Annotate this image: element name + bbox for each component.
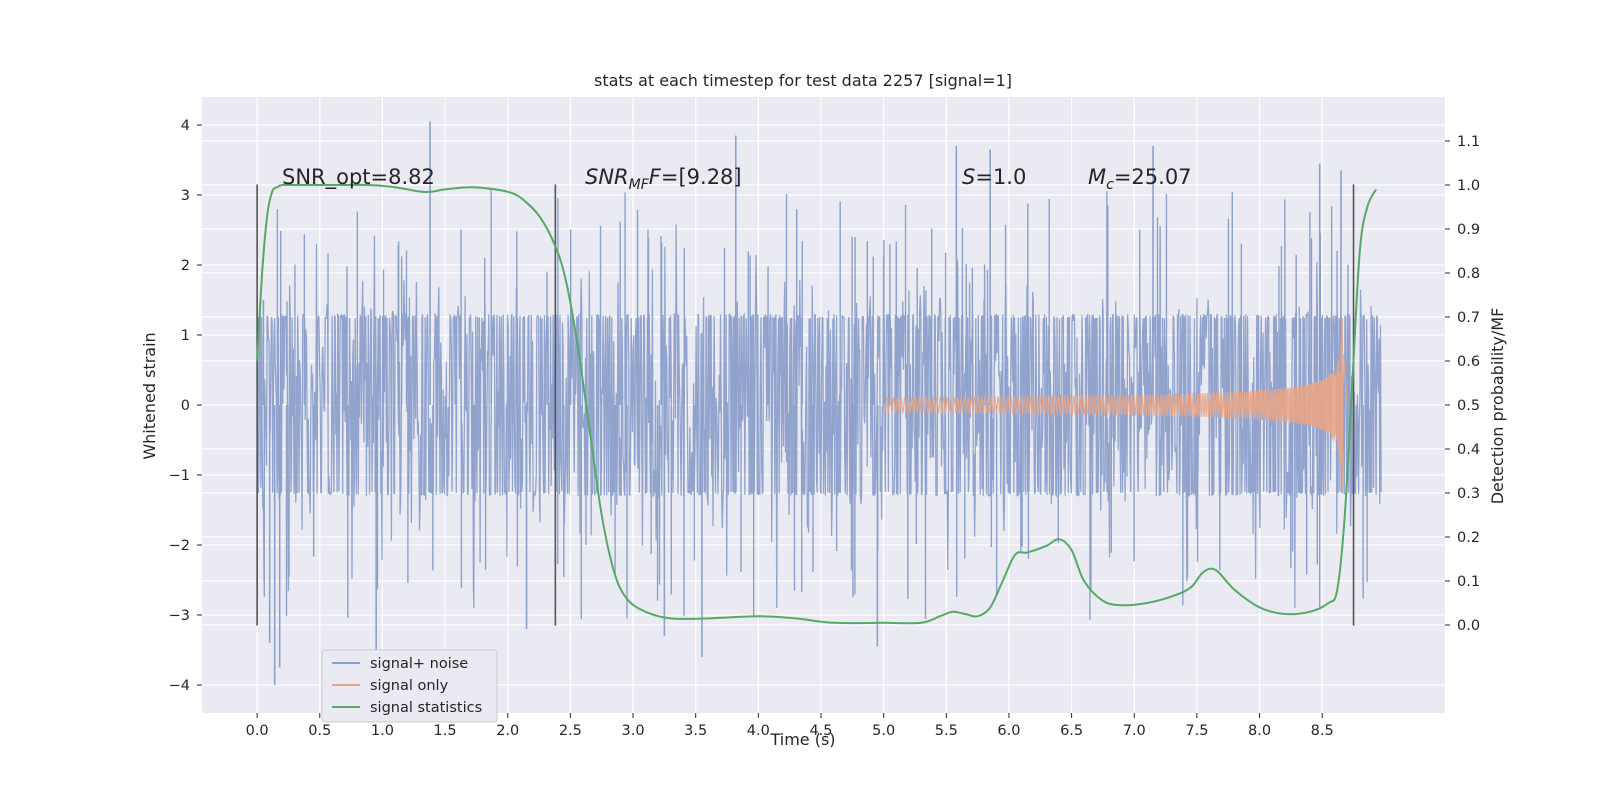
annotation-mc-value: =25.07 xyxy=(1114,165,1192,189)
annotation-mc: Mc=25.07 xyxy=(1088,165,1192,193)
signal-statistics-line xyxy=(256,183,1377,625)
y-axis-left-label: Whitened strain xyxy=(140,332,159,459)
y-left-tick-label: −2 xyxy=(169,538,190,554)
x-tick-label: 3.5 xyxy=(684,723,707,739)
y-left-tick-label: 1 xyxy=(181,328,190,344)
x-tick-label: 1.0 xyxy=(371,723,394,739)
x-tick-label: 4.5 xyxy=(809,723,832,739)
x-tick-label: 7.0 xyxy=(1123,723,1146,739)
y-left-tick-label: 3 xyxy=(181,188,190,204)
chart-title: stats at each timestep for test data 225… xyxy=(594,71,1012,90)
x-tick-label: 5.5 xyxy=(935,723,958,739)
annotation-snr-mf: SNRMFF=[9.28] xyxy=(585,165,742,193)
legend-label-signal-statistics: signal statistics xyxy=(370,700,482,716)
annotation-mc-main: M xyxy=(1088,165,1106,189)
y-left-tick-label: 2 xyxy=(181,258,190,274)
annotation-mc-sub: c xyxy=(1106,177,1114,193)
signal-only-series xyxy=(883,318,1348,488)
y-right-tick-label: 0.0 xyxy=(1457,618,1480,634)
annotation-snr-mf-value: =[9.28] xyxy=(661,165,742,189)
vertical-markers xyxy=(256,184,1355,626)
x-tick-label: 8.0 xyxy=(1248,723,1271,739)
annotation-s: S=1.0 xyxy=(962,165,1026,189)
x-tick-label: 6.5 xyxy=(1060,723,1083,739)
y-right-tick-label: 0.5 xyxy=(1457,398,1480,414)
y-left-tick-label: −4 xyxy=(169,678,190,694)
y-right-tick-label: 1.1 xyxy=(1457,134,1480,150)
y-left-tick-label: 0 xyxy=(181,398,190,414)
signal-only-trace xyxy=(883,318,1348,488)
x-tick-label: 6.0 xyxy=(997,723,1020,739)
annotation-snr-mf-f: F xyxy=(649,165,662,189)
x-tick-label: 8.5 xyxy=(1311,723,1334,739)
y-right-tick-label: 0.3 xyxy=(1457,486,1480,502)
x-tick-label: 4.0 xyxy=(747,723,770,739)
legend-label-signal-only: signal only xyxy=(370,678,449,694)
annotation-snr-mf-sub: MF xyxy=(629,177,650,193)
x-tick-label: 5.0 xyxy=(872,723,895,739)
x-axis-label: Time (s) xyxy=(769,730,835,749)
y-right-tick-label: 0.4 xyxy=(1457,442,1480,458)
signal-statistics-series xyxy=(256,183,1377,625)
annotation-s-value: =1.0 xyxy=(975,165,1026,189)
signal-noise-trace xyxy=(256,224,1382,609)
x-tick-label: 3.0 xyxy=(622,723,645,739)
y-left-tick-label: −3 xyxy=(169,608,190,624)
y-right-tick-label: 0.9 xyxy=(1457,222,1480,238)
axes-ticks: 0.0 0.5 1.0 1.5 2.0 2.5 3.0 3.5 4.0 4.5 5.0 5.5 6.0 6… xyxy=(169,118,1480,739)
y-axis-right-label: Detection probability/MF xyxy=(1488,308,1507,505)
y-right-tick-label: 0.8 xyxy=(1457,266,1480,282)
x-tick-label: 2.5 xyxy=(559,723,582,739)
y-left-tick-label: 4 xyxy=(181,118,190,134)
x-tick-label: 0.0 xyxy=(246,723,269,739)
y-right-tick-label: 0.1 xyxy=(1457,574,1480,590)
y-right-tick-label: 1.0 xyxy=(1457,178,1480,194)
x-tick-label: 1.5 xyxy=(434,723,457,739)
y-left-tick-label: −1 xyxy=(169,468,190,484)
x-tick-label: 0.5 xyxy=(308,723,331,739)
y-right-tick-label: 0.2 xyxy=(1457,530,1480,546)
annotation-snr-opt: SNR_opt=8.82 xyxy=(282,165,435,190)
legend: signal+ noise signal only signal statist… xyxy=(321,649,498,723)
signal-noise-series xyxy=(256,121,1382,685)
annotation-snr-mf-main: SNR xyxy=(585,165,629,189)
x-tick-label: 2.0 xyxy=(496,723,519,739)
x-tick-label: 7.5 xyxy=(1185,723,1208,739)
annotation-s-main: S xyxy=(962,165,975,189)
y-right-tick-label: 0.6 xyxy=(1457,354,1480,370)
y-right-tick-label: 0.7 xyxy=(1457,310,1480,326)
legend-box xyxy=(321,649,498,723)
legend-label-signal-noise: signal+ noise xyxy=(370,656,468,672)
